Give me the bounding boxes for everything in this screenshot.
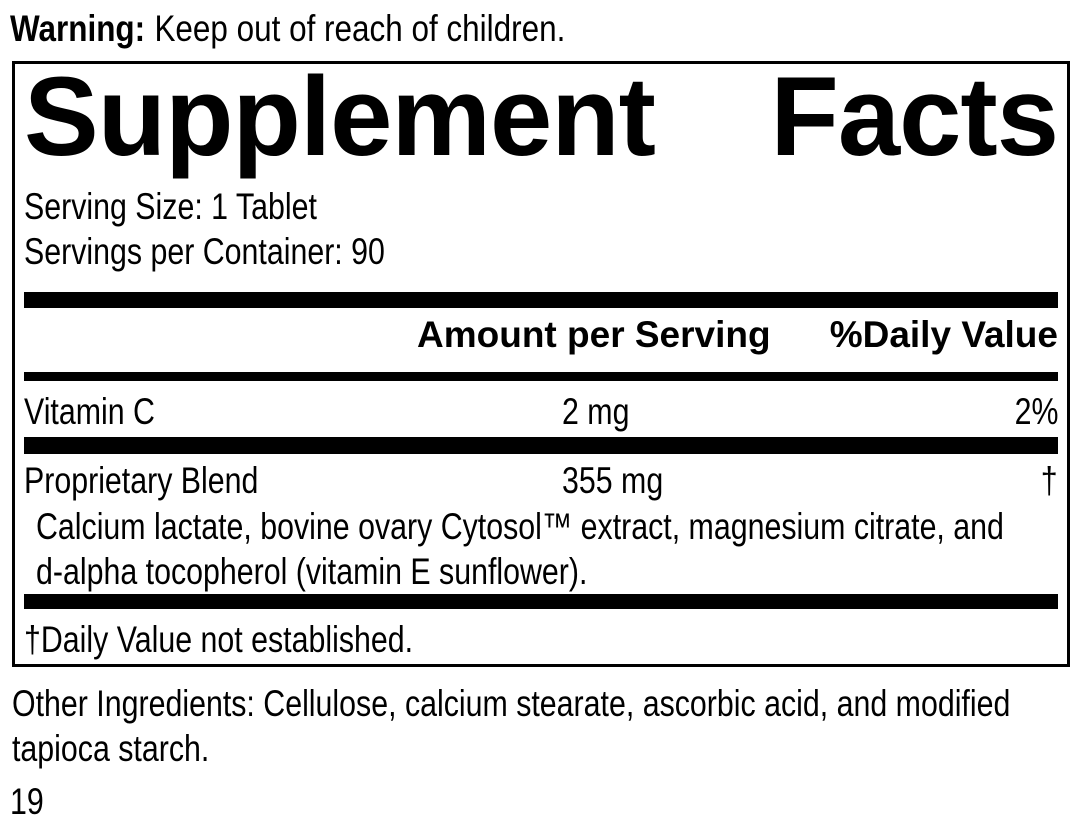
column-header-row: Amount per Serving %Daily Value xyxy=(24,308,1058,372)
divider-bar-mid xyxy=(24,437,1058,454)
column-header-amount: Amount per Serving xyxy=(417,314,771,355)
table-row-proprietary-blend: Proprietary Blend 355 mg † xyxy=(24,454,1058,504)
divider-bar-under-header xyxy=(24,372,1058,381)
nutrient-amount: 355 mg xyxy=(562,460,664,501)
blend-description-line: d-alpha tocopherol (vitamin E sunflower)… xyxy=(36,549,1058,594)
panel-title-word2: Facts xyxy=(770,54,1059,179)
footnote-text: †Daily Value not established. xyxy=(24,619,414,660)
footnote: †Daily Value not established. xyxy=(24,609,1058,664)
other-ingredients-line: Other Ingredients: Cellulose, calcium st… xyxy=(12,681,1080,726)
page-number: 19 xyxy=(10,779,1080,824)
divider-bar-bottom xyxy=(24,594,1058,609)
other-ingredients-text-1: Other Ingredients: Cellulose, calcium st… xyxy=(12,683,1011,724)
column-header-daily-value: %Daily Value xyxy=(829,314,1058,355)
other-ingredients-text-2: tapioca starch. xyxy=(12,728,210,769)
divider-bar-top xyxy=(24,292,1058,308)
servings-per-container-line: Servings per Container: 90 xyxy=(24,229,1058,274)
nutrient-daily-value-dagger: † xyxy=(1041,460,1058,501)
warning-label: Warning: xyxy=(10,8,146,49)
servings-per-container-text: Servings per Container: 90 xyxy=(24,231,385,272)
panel-title-word1: Supplement xyxy=(24,54,656,179)
nutrient-name: Vitamin C xyxy=(24,391,155,432)
table-row-vitamin-c: Vitamin C 2 mg 2% xyxy=(24,381,1058,437)
nutrient-daily-value: 2% xyxy=(1014,391,1058,432)
nutrient-name: Proprietary Blend xyxy=(24,460,259,501)
supplement-facts-panel: Supplement Facts Serving Size: 1 Tablet … xyxy=(12,61,1070,667)
panel-title: Supplement Facts xyxy=(24,54,1059,179)
blend-description-text-2: d-alpha tocopherol (vitamin E sunflower)… xyxy=(36,551,588,592)
warning-text: Keep out of reach of children. xyxy=(154,8,566,49)
other-ingredients-line: tapioca starch. xyxy=(12,726,1080,771)
warning-text-wrap: Warning: Keep out of reach of children. xyxy=(10,6,565,51)
blend-description: Calcium lactate, bovine ovary Cytosol™ e… xyxy=(36,504,1058,594)
serving-info: Serving Size: 1 Tablet Servings per Cont… xyxy=(24,184,1058,274)
serving-size-line: Serving Size: 1 Tablet xyxy=(24,184,1058,229)
other-ingredients: Other Ingredients: Cellulose, calcium st… xyxy=(12,681,1080,771)
warning-line: Warning: Keep out of reach of children. xyxy=(10,6,1080,51)
blend-description-text-1: Calcium lactate, bovine ovary Cytosol™ e… xyxy=(36,506,1004,547)
blend-description-line: Calcium lactate, bovine ovary Cytosol™ e… xyxy=(36,504,1058,549)
nutrient-amount: 2 mg xyxy=(562,391,630,432)
serving-size-text: Serving Size: 1 Tablet xyxy=(24,186,317,227)
page-number-text: 19 xyxy=(10,781,44,822)
